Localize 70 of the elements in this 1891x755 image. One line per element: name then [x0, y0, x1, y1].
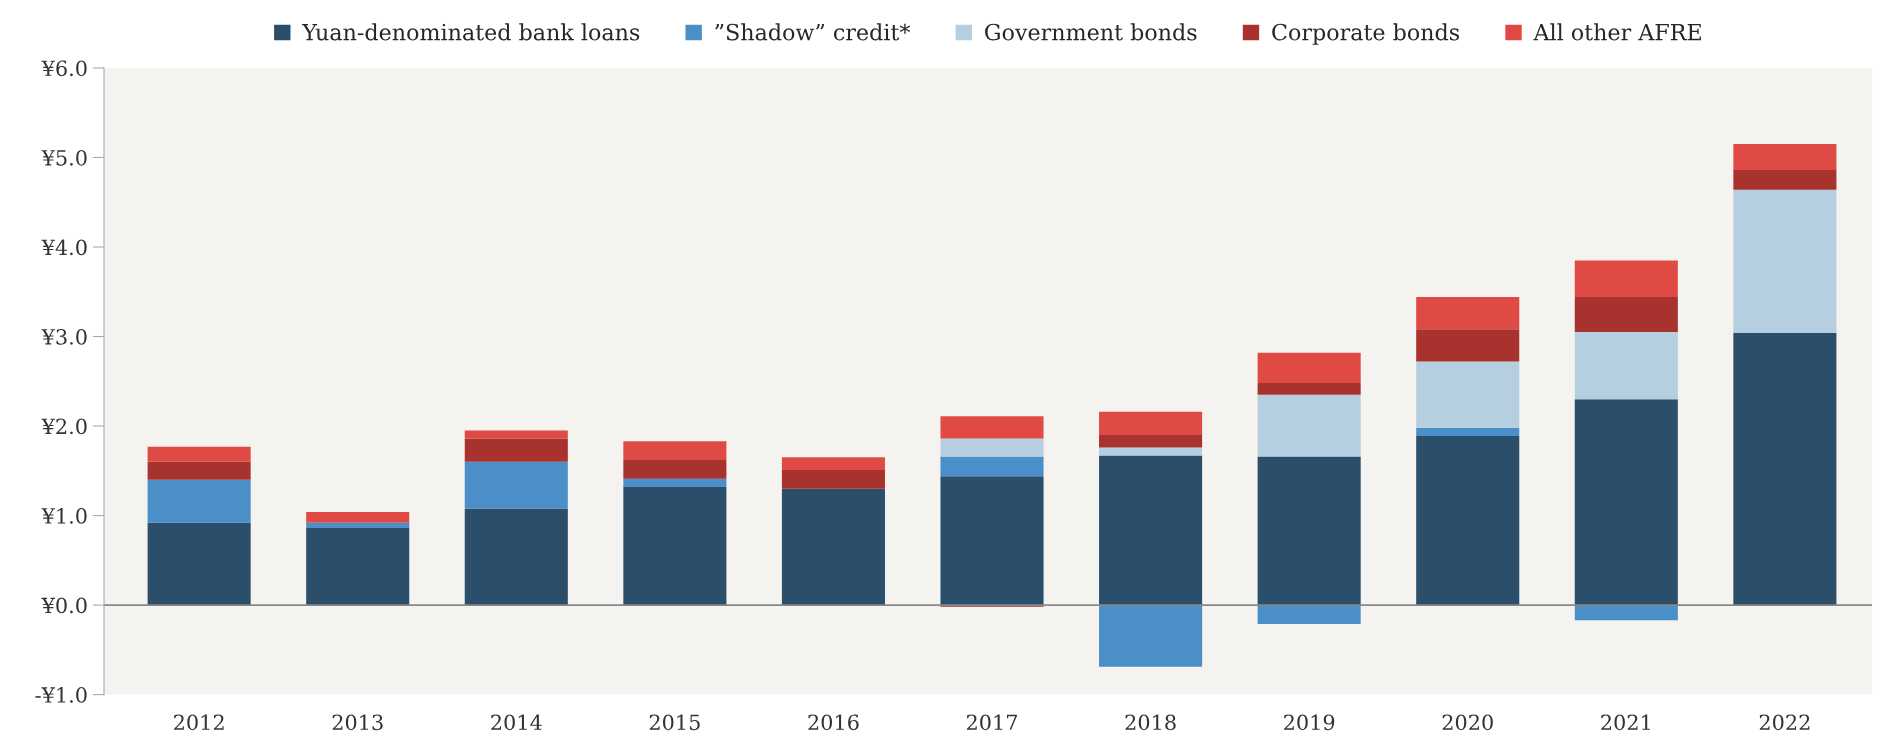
bar: [1574, 297, 1678, 333]
x-tick-label: 2013: [332, 714, 383, 731]
bar: [1574, 260, 1678, 298]
bar: [623, 460, 727, 479]
x-tick-label: 2018: [1125, 714, 1176, 731]
bar: [1099, 605, 1203, 667]
bar: [623, 478, 727, 487]
bar: [1099, 434, 1203, 448]
bar: [940, 476, 1044, 606]
x-tick-label: 2017: [966, 714, 1018, 731]
bar: [306, 522, 410, 529]
bar: [1416, 361, 1520, 428]
bar: [1257, 352, 1361, 384]
bar: [1099, 455, 1203, 606]
bar: [781, 469, 885, 489]
bar: [1733, 170, 1837, 190]
bar: [623, 441, 727, 461]
x-tick-label: 2021: [1601, 714, 1650, 731]
bar: [464, 461, 568, 509]
y-tick-label: ¥2.0: [41, 418, 87, 435]
bar: [1733, 144, 1837, 170]
bar: [1574, 332, 1678, 400]
bar: [147, 479, 251, 523]
bar: [1257, 383, 1361, 395]
x-tick-label: 2015: [649, 714, 700, 731]
bar: [1733, 332, 1837, 606]
bar: [464, 508, 568, 606]
y-tick-label: ¥1.0: [41, 508, 87, 524]
x-tick-label: 2020: [1442, 714, 1493, 731]
bar: [1257, 394, 1361, 457]
bar: [1416, 435, 1520, 606]
y-tick-label: ¥3.0: [41, 328, 87, 345]
bar: [1099, 447, 1203, 456]
bar: [1099, 411, 1203, 435]
bar: [464, 438, 568, 462]
bar: [1257, 605, 1361, 624]
x-tick-label: 2012: [174, 714, 224, 731]
x-tick-label: 2019: [1284, 714, 1335, 731]
bar: [1574, 605, 1678, 621]
bar: [1257, 456, 1361, 606]
bar: [1733, 189, 1837, 333]
x-tick-label: 2022: [1759, 714, 1810, 731]
y-tick-label: -¥1.0: [35, 687, 87, 703]
bar: [147, 446, 251, 462]
legend-label: Corporate bonds: [1272, 23, 1460, 45]
x-tick-label: 2016: [808, 714, 859, 731]
bar: [1416, 427, 1520, 436]
legend-label: Yuan-denominated bank loans: [302, 23, 640, 41]
bar: [1416, 329, 1520, 362]
bar: [781, 457, 885, 470]
bar: [940, 456, 1044, 477]
x-tick-label: 2014: [491, 714, 542, 731]
legend-label: ”Shadow” credit*: [715, 23, 911, 41]
bar: [940, 416, 1044, 439]
bar: [940, 438, 1044, 457]
bar: [464, 430, 568, 439]
bar: [781, 488, 885, 606]
y-tick-label: ¥6.0: [41, 60, 87, 77]
bar: [306, 511, 410, 523]
bar: [147, 522, 251, 606]
y-tick-label: ¥0.0: [41, 597, 87, 614]
y-tick-label: ¥4.0: [41, 239, 87, 256]
y-tick-label: ¥5.0: [41, 149, 87, 166]
bar: [1574, 399, 1678, 606]
legend-label: All other AFRE: [1533, 23, 1701, 41]
bar: [306, 528, 410, 606]
legend-label: Government bonds: [985, 23, 1197, 41]
bar: [147, 461, 251, 480]
bar: [623, 486, 727, 606]
bar: [1416, 297, 1520, 330]
